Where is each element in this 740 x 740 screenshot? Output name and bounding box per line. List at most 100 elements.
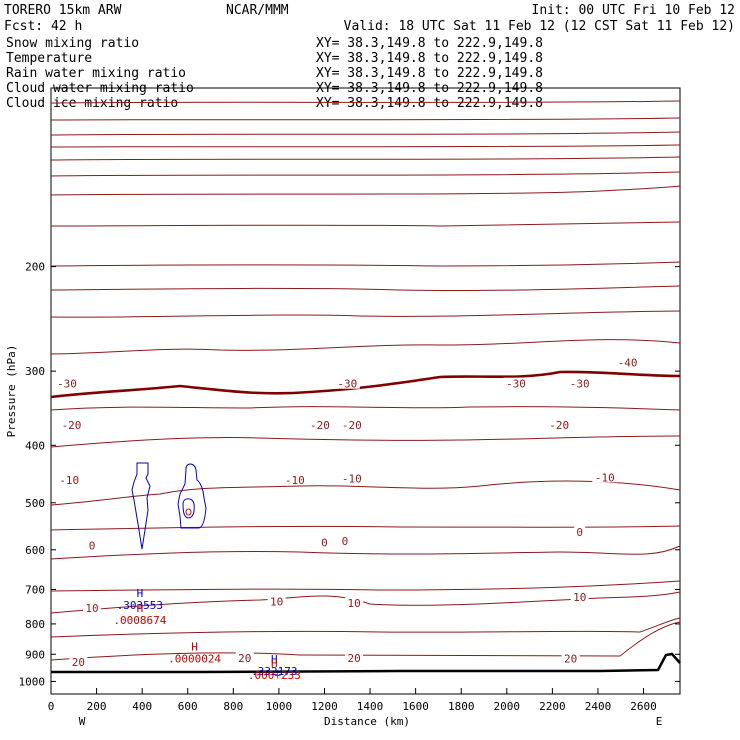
temperature-contour-label: 0: [321, 536, 328, 549]
y-tick-label: 700: [25, 584, 45, 597]
contour-label-bg: [59, 419, 85, 431]
contour-labels: -40 -30 -30 -30 -30 -20 -20 -20 -20 -10 -10 -10 -10 0…: [54, 356, 641, 669]
contour-label-bg: [345, 651, 364, 663]
terrain-line: [51, 652, 681, 674]
contour-label-bg: [345, 597, 364, 609]
contour-label-bg: [339, 419, 365, 431]
temperature-contour-label: 10: [573, 591, 586, 604]
rain-contours: [185, 508, 192, 516]
temperature-contour-label: -20: [342, 419, 362, 432]
temperature-contour-label: 10: [270, 596, 283, 609]
extremum-marker: H: [137, 602, 144, 615]
cloud-water-line: [131, 462, 151, 550]
extremum-marker: H: [271, 653, 278, 666]
init-time: Init: 00 UTC Fri 10 Feb 12: [532, 3, 736, 18]
model-title: TORERO 15km ARW: [4, 3, 122, 18]
temperature-contour-label: 0: [576, 526, 583, 539]
isotherm-line: [50, 406, 681, 411]
x-tick-label: 1800: [448, 700, 475, 713]
temperature-contour-label: -30: [506, 378, 526, 391]
cloud-water-line: [182, 498, 195, 519]
temperature-contour-label: 10: [347, 597, 360, 610]
x-tick-label: 2200: [539, 700, 566, 713]
temperature-contour-label: -40: [618, 356, 638, 369]
x-tick-label: 2600: [630, 700, 657, 713]
x-tick-label: 1600: [402, 700, 429, 713]
contour-label-bg: [339, 472, 365, 484]
contour-label-bg: [83, 601, 102, 613]
isotherm-line: [50, 221, 681, 227]
isotherm-line: [50, 285, 681, 292]
isotherm-line: [50, 117, 681, 121]
extremum-value: .0000024: [168, 653, 221, 666]
temperature-contour-label: -30: [57, 378, 77, 391]
isotherm-line: [50, 156, 681, 161]
contour-label-bg: [318, 536, 330, 548]
isotherm-line: [50, 525, 681, 531]
contour-label-bg: [567, 377, 593, 389]
x-tick-label: 1200: [311, 700, 338, 713]
rain-line: [185, 508, 192, 516]
isotherm-line: [50, 480, 681, 506]
temperature-contour-label: -20: [62, 419, 82, 432]
y-axis-label: Pressure (hPa): [5, 345, 18, 438]
extremum-marker: H: [137, 587, 144, 600]
contour-label-bg: [615, 356, 641, 368]
zero-isotherm-line: [50, 370, 681, 399]
isotherm-line: [50, 131, 681, 136]
temperature-contour-label: -20: [549, 419, 569, 432]
temperature-contour-label: 20: [72, 656, 85, 669]
contour-label-bg: [86, 539, 98, 551]
contour-label-bg: [570, 590, 589, 602]
isotherm-line: [50, 621, 681, 661]
temperature-contour-label: -10: [342, 472, 362, 485]
y-tick-label: 400: [25, 439, 45, 452]
contour-label-bg: [69, 656, 88, 668]
extremum-marker: H: [271, 657, 278, 670]
legend-xy-rain: XY= 38.3,149.8 to 222.9,149.8: [316, 66, 543, 81]
contour-label-bg: [282, 474, 308, 486]
temperature-contour-label: -20: [310, 419, 330, 432]
isotherm-line: [50, 185, 681, 196]
x-tick-label: 200: [87, 700, 107, 713]
legend-xy-snow: XY= 38.3,149.8 to 222.9,149.8: [316, 36, 543, 51]
temperature-contour-label: 20: [238, 652, 251, 665]
isotherm-line: [50, 545, 681, 560]
center-title: NCAR/MMM: [226, 3, 289, 18]
extremum-value: .303553: [117, 599, 163, 612]
x-tick-label: 600: [178, 700, 198, 713]
isotherm-line: [50, 100, 681, 104]
legend-label-snow: Snow mixing ratio: [6, 36, 139, 51]
east-label: E: [656, 715, 663, 728]
contour-label-bg: [54, 377, 80, 389]
contour-label-bg: [334, 377, 360, 389]
contour-label-bg: [503, 377, 529, 389]
extremum-marker: H: [191, 641, 198, 654]
legend-label-temperature: Temperature: [6, 51, 92, 66]
contour-label-bg: [561, 652, 580, 664]
legend-label-cloud-ice: Cloud ice mixing ratio: [6, 96, 178, 111]
legend-xy-temperature: XY= 38.3,149.8 to 222.9,149.8: [316, 51, 543, 66]
contour-label-bg: [592, 471, 618, 483]
temperature-contour-label: -10: [285, 474, 305, 487]
contour-label-bg: [267, 595, 286, 607]
isotherm-line: [50, 591, 681, 614]
temperature-contour-label: 20: [564, 653, 577, 666]
x-tick-label: 0: [48, 700, 55, 713]
x-tick-label: 2400: [585, 700, 612, 713]
isotherm-line: [50, 580, 681, 592]
temperature-contour-label: -10: [59, 474, 79, 487]
isotherm-line: [50, 171, 681, 177]
y-tick-label: 800: [25, 618, 45, 631]
legend: Snow mixing ratio XY= 38.3,149.8 to 222.…: [6, 36, 543, 111]
y-tick-label: 300: [25, 365, 45, 378]
contour-label-bg: [235, 651, 254, 663]
x-axis-label: Distance (km): [324, 715, 410, 728]
temperature-contours: [50, 100, 681, 661]
y-tick-label: 500: [25, 497, 45, 510]
x-tick-label: 1400: [357, 700, 384, 713]
valid-time: Valid: 18 UTC Sat 11 Feb 12 (12 CST Sat …: [344, 19, 735, 34]
